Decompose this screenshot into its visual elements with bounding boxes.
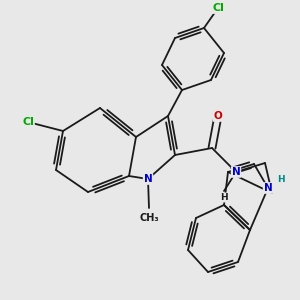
Text: N: N	[144, 174, 152, 184]
Text: Cl: Cl	[22, 117, 34, 127]
Text: H: H	[220, 193, 228, 202]
Text: N: N	[264, 183, 272, 193]
Text: H: H	[277, 176, 285, 184]
Text: O: O	[214, 111, 222, 121]
Text: Cl: Cl	[212, 3, 224, 13]
Text: CH₃: CH₃	[139, 213, 159, 223]
Text: N: N	[232, 167, 240, 177]
